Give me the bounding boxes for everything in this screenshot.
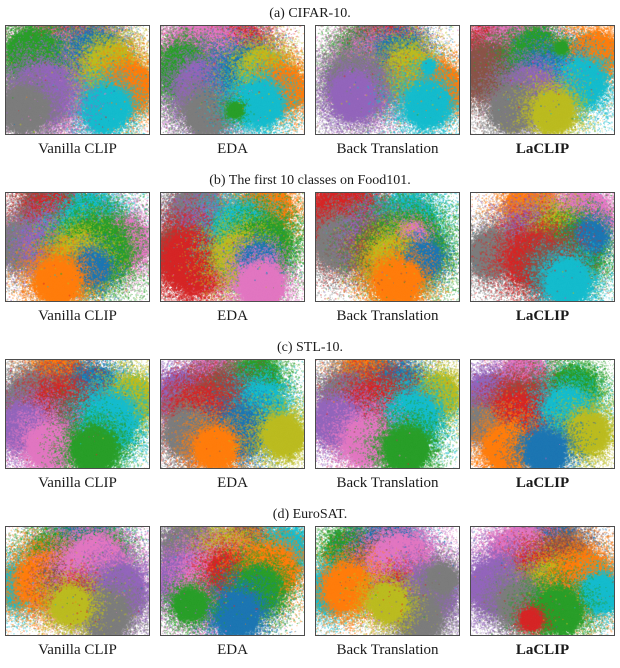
method-label: LaCLIP <box>515 475 570 491</box>
panel-column: Back Translation <box>315 359 460 493</box>
tsne-scatter-canvas <box>316 527 459 635</box>
panel-column: Vanilla CLIP <box>5 25 150 159</box>
figure-section-food101: (b) The first 10 classes on Food101. Van… <box>0 167 620 334</box>
subfigure-caption-d: (d) EuroSAT. <box>272 507 348 522</box>
figure-section-stl10: (c) STL-10. Vanilla CLIP EDA Back Transl… <box>0 334 620 501</box>
scatter-panel-frame <box>470 526 615 636</box>
tsne-scatter-canvas <box>316 193 459 301</box>
method-label: Vanilla CLIP <box>38 475 117 491</box>
method-label: Vanilla CLIP <box>38 141 117 157</box>
scatter-panel-frame <box>160 526 305 636</box>
tsne-scatter-canvas <box>161 527 304 635</box>
scatter-panel-frame <box>5 192 150 302</box>
scatter-panel-frame <box>470 359 615 469</box>
tsne-scatter-canvas <box>471 26 614 134</box>
method-label: LaCLIP <box>515 642 570 658</box>
panel-row: Vanilla CLIP EDA Back Translation LaCLIP <box>0 25 620 159</box>
tsne-scatter-canvas <box>6 26 149 134</box>
panel-column: EDA <box>160 526 305 660</box>
subfigure-caption-a: (a) CIFAR-10. <box>269 6 351 21</box>
method-label: Back Translation <box>336 642 439 658</box>
method-label: EDA <box>217 308 248 324</box>
panel-column: Vanilla CLIP <box>5 359 150 493</box>
tsne-scatter-canvas <box>471 360 614 468</box>
method-label: Vanilla CLIP <box>38 642 117 658</box>
scatter-panel-frame <box>5 25 150 135</box>
method-label: Back Translation <box>336 308 439 324</box>
scatter-panel-frame <box>5 526 150 636</box>
panel-column: LaCLIP <box>470 25 615 159</box>
panel-column: Vanilla CLIP <box>5 192 150 326</box>
tsne-scatter-canvas <box>161 360 304 468</box>
tsne-scatter-canvas <box>316 26 459 134</box>
tsne-scatter-canvas <box>161 193 304 301</box>
scatter-panel-frame <box>315 359 460 469</box>
method-label: EDA <box>217 475 248 491</box>
method-label: Back Translation <box>336 141 439 157</box>
panel-column: LaCLIP <box>470 359 615 493</box>
tsne-scatter-canvas <box>471 527 614 635</box>
panel-column: Back Translation <box>315 192 460 326</box>
panel-column: Vanilla CLIP <box>5 526 150 660</box>
panel-row: Vanilla CLIP EDA Back Translation LaCLIP <box>0 359 620 493</box>
tsne-scatter-canvas <box>6 360 149 468</box>
method-label: EDA <box>217 141 248 157</box>
panel-column: EDA <box>160 192 305 326</box>
scatter-panel-frame <box>315 25 460 135</box>
scatter-panel-frame <box>315 192 460 302</box>
scatter-panel-frame <box>160 192 305 302</box>
method-label: Vanilla CLIP <box>38 308 117 324</box>
method-label: EDA <box>217 642 248 658</box>
scatter-panel-frame <box>470 192 615 302</box>
panel-row: Vanilla CLIP EDA Back Translation LaCLIP <box>0 192 620 326</box>
figure-section-eurosat: (d) EuroSAT. Vanilla CLIP EDA Back Trans… <box>0 501 620 668</box>
tsne-scatter-canvas <box>161 26 304 134</box>
scatter-panel-frame <box>470 25 615 135</box>
panel-row: Vanilla CLIP EDA Back Translation LaCLIP <box>0 526 620 660</box>
tsne-scatter-canvas <box>471 193 614 301</box>
tsne-scatter-canvas <box>6 527 149 635</box>
scatter-panel-frame <box>5 359 150 469</box>
method-label: LaCLIP <box>515 141 570 157</box>
tsne-scatter-canvas <box>6 193 149 301</box>
method-label: LaCLIP <box>515 308 570 324</box>
scatter-panel-frame <box>315 526 460 636</box>
panel-column: EDA <box>160 359 305 493</box>
panel-column: LaCLIP <box>470 526 615 660</box>
subfigure-caption-c: (c) STL-10. <box>276 340 344 355</box>
panel-column: Back Translation <box>315 25 460 159</box>
scatter-panel-frame <box>160 359 305 469</box>
tsne-scatter-canvas <box>316 360 459 468</box>
method-label: Back Translation <box>336 475 439 491</box>
scatter-panel-frame <box>160 25 305 135</box>
figure-section-cifar10: (a) CIFAR-10. Vanilla CLIP EDA Back Tran… <box>0 0 620 167</box>
panel-column: LaCLIP <box>470 192 615 326</box>
subfigure-caption-b: (b) The first 10 classes on Food101. <box>209 173 411 188</box>
panel-column: EDA <box>160 25 305 159</box>
panel-column: Back Translation <box>315 526 460 660</box>
